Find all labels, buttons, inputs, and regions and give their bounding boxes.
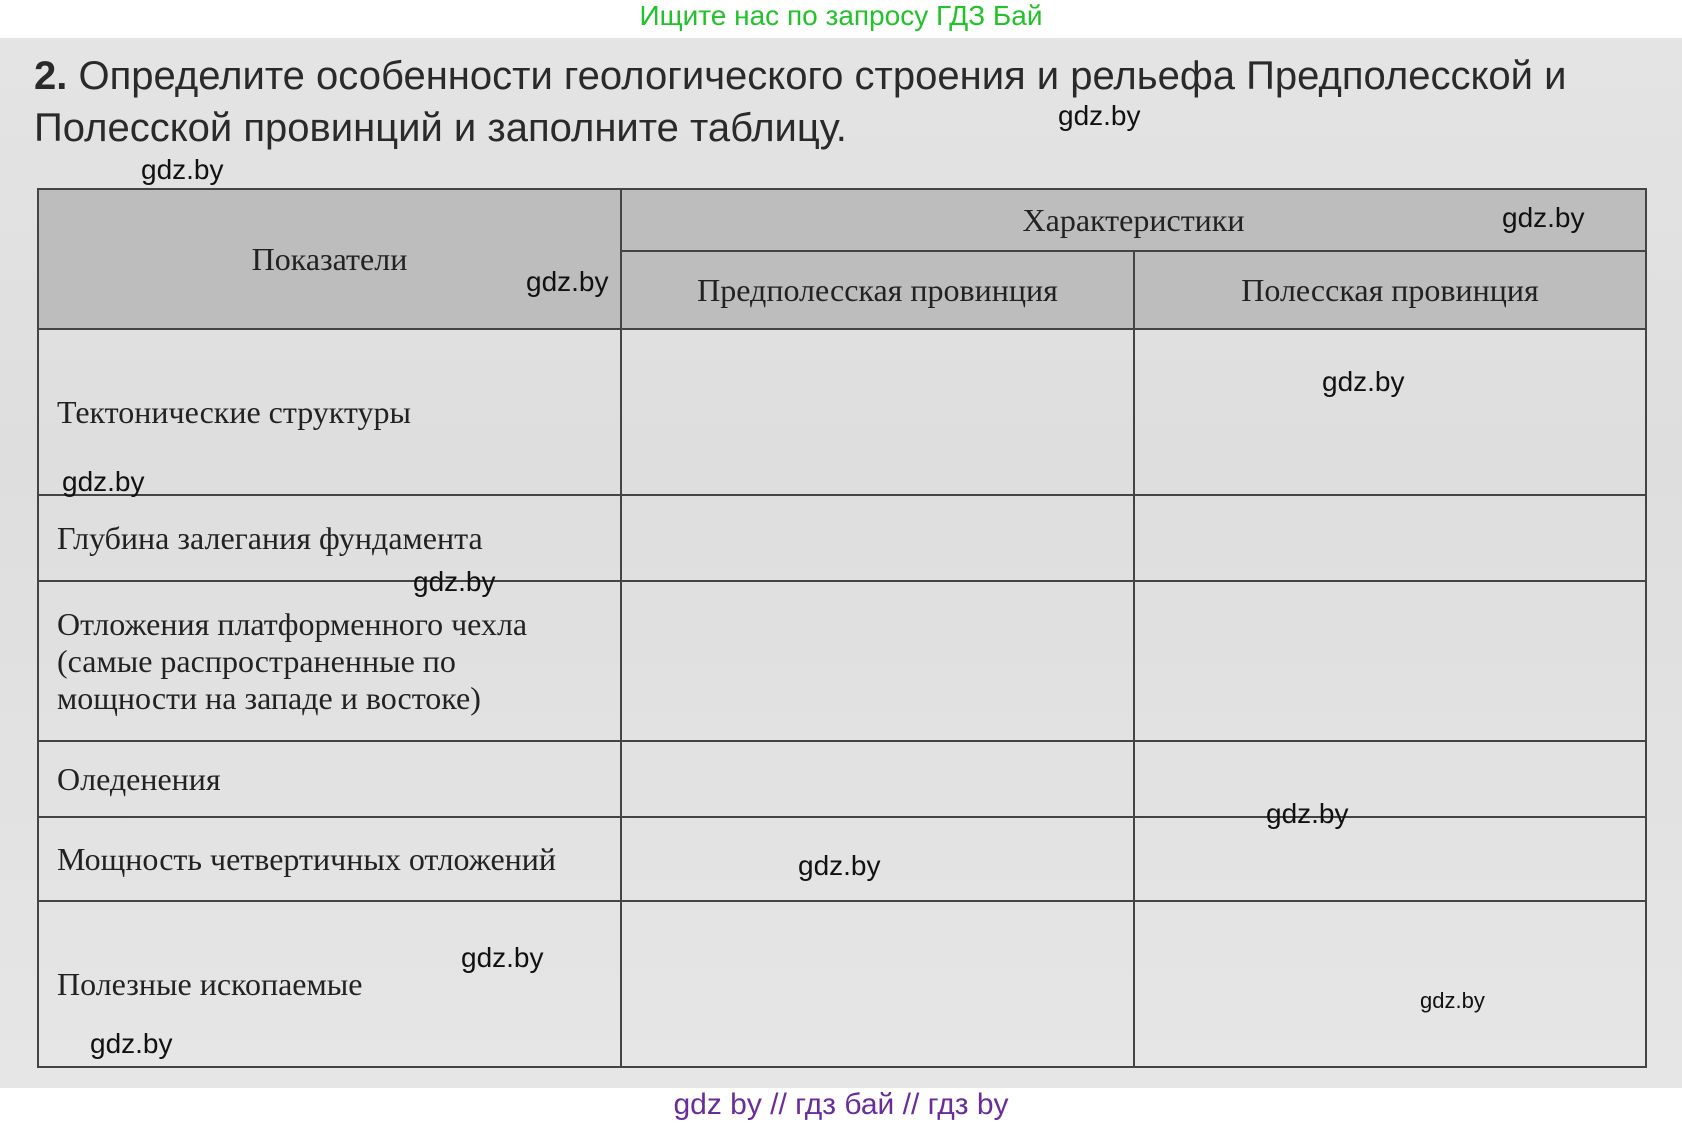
cell-pre[interactable] (620, 494, 1135, 582)
watermark: gdz.by (461, 942, 544, 973)
header-pre-polesie: Предполесская провинция (620, 250, 1135, 330)
task-number: 2. (34, 54, 68, 98)
task-text: Определите особенности геологического ст… (34, 54, 1567, 150)
cell-pol[interactable] (1133, 328, 1647, 496)
cell-pre[interactable] (620, 740, 1135, 818)
cell-pre[interactable] (620, 900, 1135, 1068)
watermark: gdz.by (1058, 100, 1141, 131)
row-label: Тектонические структуры (37, 328, 622, 496)
row-label: Полезные ископаемые (37, 900, 622, 1068)
watermark: gdz.by (1266, 798, 1349, 829)
cell-pol[interactable] (1133, 900, 1647, 1068)
cell-pol[interactable] (1133, 740, 1647, 818)
search-banner: Ищите нас по запросу ГДЗ Бай (639, 0, 1043, 31)
watermark: gdz.by (62, 466, 145, 497)
watermark: gdz.by (1420, 988, 1485, 1013)
table-row: Полезные ископаемые (37, 900, 1647, 1068)
row-label: Оледенения (37, 740, 622, 818)
table-row: Отложения платформенного чехла (самые ра… (37, 580, 1647, 742)
cell-pre[interactable] (620, 328, 1135, 496)
watermark: gdz.by (798, 850, 881, 881)
watermark: gdz.by (1322, 366, 1405, 397)
table-row: Тектонические структуры (37, 328, 1647, 496)
watermark: gdz.by (526, 266, 609, 297)
watermark: gdz.by (1502, 202, 1585, 233)
cell-pre[interactable] (620, 580, 1135, 742)
row-label: Мощность четвертичных отложений (37, 816, 622, 902)
footer-links: gdz by // гдз бай // гдз by (673, 1088, 1009, 1121)
task-title: 2. Определите особенности геологического… (34, 50, 1674, 154)
table-row: Оледенения (37, 740, 1647, 818)
row-label: Отложения платформенного чехла (самые ра… (37, 580, 622, 742)
header-indicators: Показатели (37, 188, 622, 330)
cell-pol[interactable] (1133, 580, 1647, 742)
header-polesie: Полесская провинция (1133, 250, 1647, 330)
row-label: Глубина залегания фундамента (37, 494, 622, 582)
cell-pol[interactable] (1133, 816, 1647, 902)
table-row: Мощность четвертичных отложений (37, 816, 1647, 902)
watermark: gdz.by (413, 566, 496, 597)
header-characteristics: Характеристики (620, 188, 1647, 252)
cell-pre[interactable] (620, 816, 1135, 902)
watermark: gdz.by (141, 154, 224, 185)
watermark: gdz.by (90, 1028, 173, 1059)
cell-pol[interactable] (1133, 494, 1647, 582)
table-row: Глубина залегания фундамента (37, 494, 1647, 582)
answer-table: Показатели Характеристики Предполесская … (37, 188, 1647, 1068)
